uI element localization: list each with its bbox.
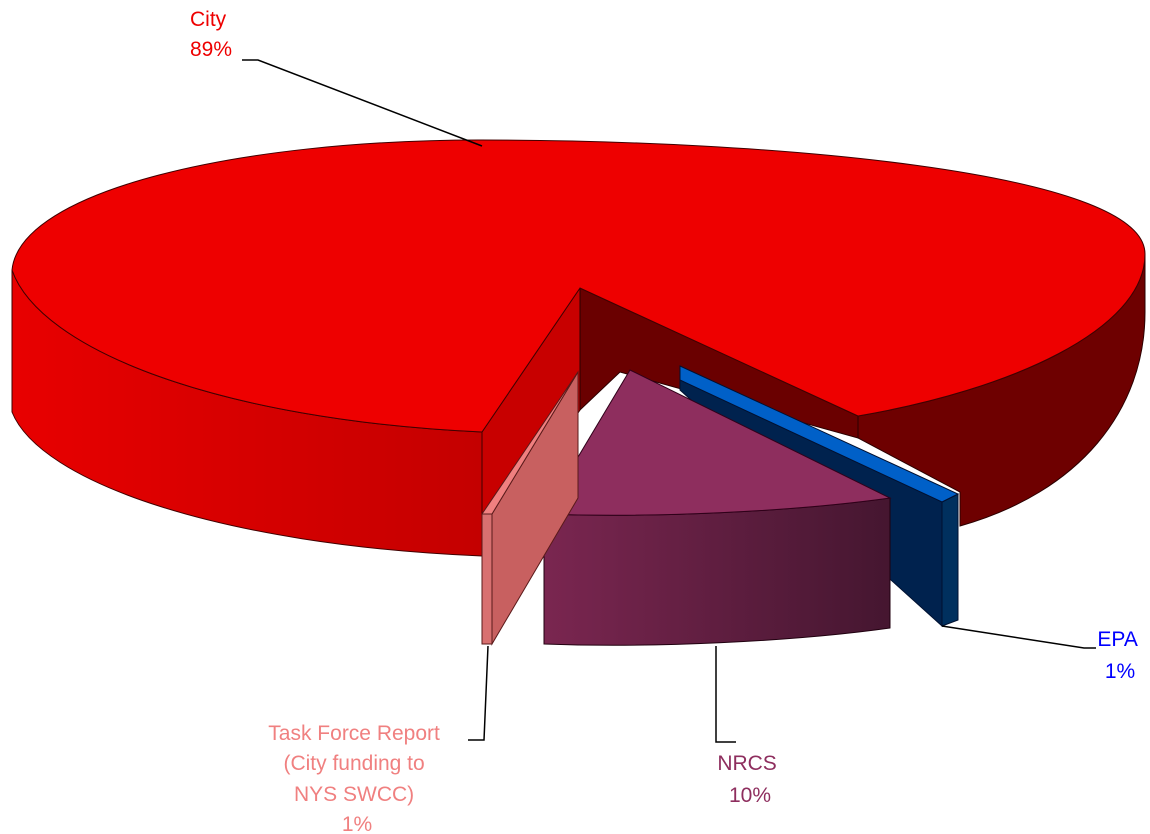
slice-nrcs-side: [543, 497, 891, 646]
slice-tfr: [481, 370, 579, 646]
label-epa-name: EPA: [1097, 628, 1137, 651]
leader-line-city: [242, 59, 483, 147]
slice-tfr-top: [481, 371, 579, 515]
label-city-pct: 89%: [190, 38, 232, 61]
label-tfr: Task Force Report (City funding to NYS S…: [268, 722, 445, 834]
label-tfr-line1: Task Force Report: [268, 722, 440, 745]
label-tfr-line3: NYS SWCC): [294, 783, 414, 806]
label-epa: EPA 1%: [1097, 628, 1142, 683]
label-tfr-line2: (City funding to: [283, 752, 424, 775]
slice-nrcs: [543, 369, 892, 646]
slice-nrcs-top: [543, 369, 892, 516]
label-epa-pct: 1%: [1105, 660, 1135, 683]
label-city-name: City: [190, 8, 227, 31]
slice-city-top: [11, 139, 1146, 433]
slice-epa-front: [941, 493, 959, 627]
leader-line-nrcs: [715, 646, 736, 743]
label-city: City 89%: [190, 8, 232, 61]
slice-epa-top: [679, 365, 960, 503]
leader-line-epa: [941, 625, 1096, 649]
leader-line-tfr: [468, 645, 489, 741]
slice-tfr-front: [481, 513, 493, 645]
slice-city: [11, 139, 1146, 558]
label-tfr-pct: 1%: [342, 813, 372, 834]
label-nrcs-name: NRCS: [717, 752, 777, 775]
label-nrcs-pct: 10%: [729, 784, 771, 807]
label-nrcs: NRCS 10%: [717, 752, 782, 807]
